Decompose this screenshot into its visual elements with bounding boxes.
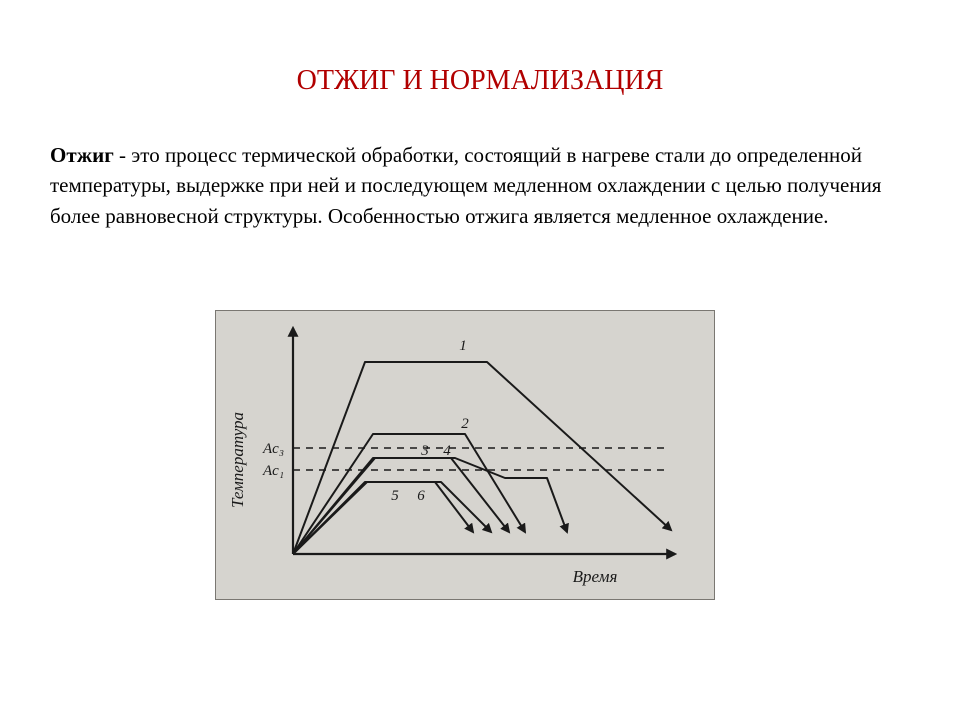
svg-text:4: 4 (443, 443, 451, 459)
svg-text:6: 6 (417, 488, 425, 504)
page: ОТЖИГ И НОРМАЛИЗАЦИЯ Отжиг - это процесс… (0, 0, 960, 720)
svg-text:Температура: Температура (228, 412, 247, 508)
svg-text:5: 5 (391, 488, 399, 504)
body-paragraph: Отжиг - это процесс термической обработк… (50, 140, 910, 231)
page-title: ОТЖИГ И НОРМАЛИЗАЦИЯ (0, 65, 960, 97)
paragraph-rest: - это процесс термической обработки, сос… (50, 143, 881, 228)
svg-text:Время: Время (573, 567, 618, 586)
svg-text:3: 3 (420, 443, 429, 459)
svg-text:Ac₃: Ac₃ (262, 441, 284, 457)
svg-text:2: 2 (461, 416, 469, 432)
svg-text:1: 1 (459, 338, 467, 354)
annealing-diagram: Ac₃ Ac₁ 1 2 34 5 6 Температура Время (215, 310, 715, 600)
svg-text:Ac₁: Ac₁ (262, 463, 284, 479)
term-otzhig: Отжиг (50, 143, 114, 167)
